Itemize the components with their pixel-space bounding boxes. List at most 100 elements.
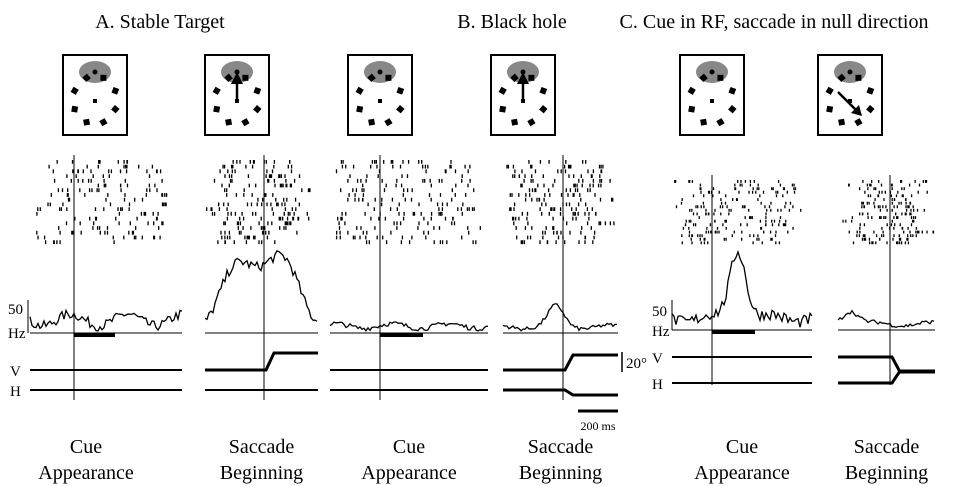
target-shape (82, 73, 91, 83)
fixation-dot (92, 69, 98, 75)
raster-row (514, 169, 603, 174)
raster-row (542, 230, 596, 235)
eye-label-h: H (10, 384, 21, 400)
raster-row (842, 219, 915, 223)
target-shape (241, 118, 250, 127)
raster-row (512, 174, 601, 178)
target-shape (866, 86, 875, 95)
eye-label-v: V (652, 351, 663, 367)
raster-row (257, 197, 297, 202)
raster-row (861, 205, 914, 209)
raster-row (222, 164, 293, 169)
rate-trace (329, 321, 489, 332)
target-shape (528, 74, 535, 81)
eye-label-h: H (652, 377, 663, 393)
raster-row (861, 201, 912, 205)
raster-row (48, 164, 154, 169)
raster-row (36, 230, 135, 235)
raster-row (851, 216, 917, 219)
raster-row (506, 164, 604, 169)
rate-scale-value: 50 (652, 304, 667, 320)
target-shape (687, 86, 696, 95)
target-shape (385, 74, 392, 81)
raster-row (511, 216, 590, 221)
target-shape (396, 86, 405, 95)
raster-row (688, 230, 789, 234)
target-shape (700, 118, 708, 126)
caption-line2: Beginning (845, 462, 928, 484)
raster-row (349, 174, 463, 178)
raster-row (341, 164, 471, 169)
time-scale-label: 200 ms (580, 419, 615, 433)
saccade-arrow (837, 91, 859, 113)
raster-row (44, 240, 115, 245)
fixation-dot (377, 69, 383, 75)
raster-row (362, 183, 469, 188)
raster-row (97, 183, 156, 188)
raster-row (513, 221, 615, 226)
raster-row (232, 160, 291, 164)
raster-row (56, 160, 129, 164)
target-shape (717, 74, 724, 81)
raster-row (874, 198, 907, 201)
raster-row (682, 226, 794, 230)
raster-row (858, 187, 905, 191)
rate-trace (671, 249, 813, 328)
raster-row (347, 197, 453, 202)
target-shape (825, 86, 834, 95)
center-dot (93, 99, 97, 103)
raster-row (221, 183, 293, 188)
caption-line1: Saccade (229, 436, 295, 458)
caption-line2: Appearance (694, 462, 790, 484)
target-shape (367, 73, 376, 83)
raster-row (335, 169, 469, 174)
raster-row (335, 235, 463, 240)
caption-line1: Cue (393, 436, 425, 458)
raster-row (373, 207, 475, 211)
raster-row (340, 160, 452, 164)
raster-row (852, 241, 910, 245)
raster-row (52, 169, 162, 174)
stimulus-box (347, 54, 413, 136)
raster-row (848, 183, 921, 187)
raster-row (692, 194, 784, 198)
raster-row (674, 180, 780, 183)
raster-row (365, 240, 477, 245)
raster-row (211, 211, 308, 216)
raster-row (37, 207, 130, 211)
raster-row (347, 178, 471, 183)
rate-scale-unit: Hz (652, 324, 670, 340)
target-shape (368, 118, 376, 126)
raster-row (528, 160, 587, 164)
caption-line1: Cue (70, 436, 102, 458)
target-shape (728, 104, 737, 114)
raster-row (689, 208, 802, 212)
rate-scale-unit: Hz (8, 326, 26, 342)
raster-row (223, 221, 292, 226)
raster-row (217, 240, 276, 245)
raster-row (864, 190, 928, 194)
eye-trace-v (503, 353, 618, 372)
raster-row (206, 207, 297, 211)
fixation-dot (709, 69, 715, 75)
raster-row (509, 207, 593, 211)
raster-row (513, 202, 587, 207)
raster-row (224, 188, 311, 193)
raster-row (521, 211, 597, 216)
raster-row (337, 216, 454, 221)
angle-scale-label: 20° (626, 356, 647, 372)
center-dot (848, 99, 852, 103)
raster-row (213, 178, 296, 183)
raster-row (57, 188, 158, 193)
target-shape (855, 74, 862, 81)
caption-line1: Saccade (854, 436, 920, 458)
target-shape (826, 105, 834, 113)
target-shape (213, 105, 221, 113)
raster-row (47, 202, 167, 207)
target-shape (71, 105, 79, 113)
rate-trace (29, 308, 183, 332)
raster-row (367, 202, 464, 207)
raster-row (848, 230, 935, 234)
panel-title: B. Black hole (457, 11, 567, 33)
raster-row (867, 194, 913, 198)
